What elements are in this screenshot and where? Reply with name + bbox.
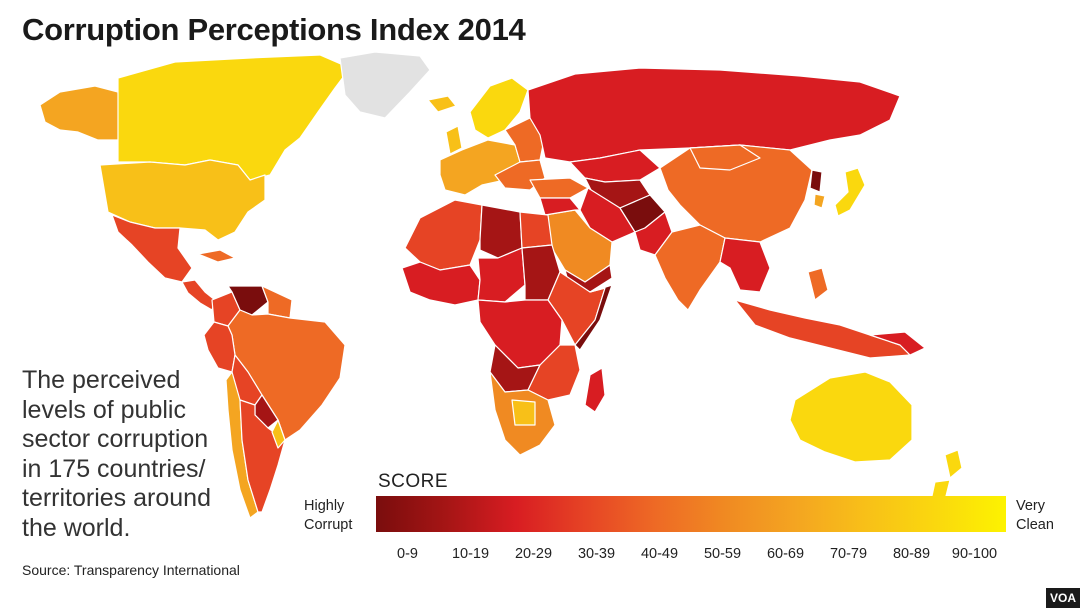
- region-australia: [789, 371, 913, 463]
- map-description: The perceived levels of public sector co…: [22, 366, 211, 542]
- region-canada: [117, 54, 351, 181]
- region-botswana: [511, 399, 536, 426]
- region-sahel-central: [477, 247, 526, 303]
- legend-tick-40-49: 40-49: [640, 546, 679, 562]
- region-north-africa-west: [404, 199, 483, 271]
- legend-tick-20-29: 20-29: [514, 546, 553, 562]
- region-uruguay: [271, 419, 286, 449]
- legend-tick-0-9: 0-9: [397, 546, 418, 562]
- legend-tick-10-19: 10-19: [451, 546, 490, 562]
- region-iceland: [427, 95, 457, 113]
- region-papua: [869, 331, 926, 356]
- region-philippines: [807, 267, 829, 301]
- region-east-africa: [527, 344, 581, 401]
- region-egypt: [519, 211, 553, 249]
- legend-tick-90-100: 90-100: [951, 546, 998, 562]
- legend-high-label: Very Clean: [1016, 498, 1054, 533]
- legend-score-label: SCORE: [378, 471, 449, 492]
- region-cuba: [197, 249, 236, 263]
- region-somalia: [574, 284, 613, 351]
- legend-tick-labels: 0-9 10-19 20-29 30-39 40-49 50-59 60-69 70-79 80…: [376, 546, 1006, 568]
- region-argentina: [239, 399, 286, 513]
- region-japan: [834, 167, 866, 217]
- legend-tick-80-89: 80-89: [892, 546, 931, 562]
- region-alaska: [39, 85, 121, 141]
- legend-tick-30-39: 30-39: [577, 546, 616, 562]
- legend-gradient-bar: [376, 496, 1006, 532]
- region-middle-east: [539, 197, 581, 216]
- legend-tick-60-69: 60-69: [766, 546, 805, 562]
- region-korea-south: [813, 193, 826, 209]
- source-credit: Source: Transparency International: [22, 562, 240, 578]
- map-title: Corruption Perceptions Index 2014: [22, 12, 526, 47]
- region-russia: [527, 67, 901, 163]
- legend-color-scale: [376, 496, 1006, 532]
- voa-logo: VOA: [1046, 588, 1080, 608]
- region-madagascar: [584, 367, 606, 413]
- legend-low-label: Highly Corrupt: [304, 498, 353, 533]
- region-greenland: [339, 51, 431, 119]
- legend-tick-50-59: 50-59: [703, 546, 742, 562]
- region-central-america: [181, 279, 216, 311]
- region-indonesia: [734, 299, 911, 359]
- region-turkey: [529, 177, 589, 199]
- region-mongolia: [689, 144, 761, 171]
- region-southeast-asia: [719, 237, 771, 293]
- region-uk: [445, 125, 463, 155]
- region-india: [654, 224, 726, 311]
- region-scandinavia: [469, 77, 529, 139]
- region-mexico: [111, 214, 193, 283]
- region-korea-north: [809, 169, 823, 193]
- legend-tick-70-79: 70-79: [829, 546, 868, 562]
